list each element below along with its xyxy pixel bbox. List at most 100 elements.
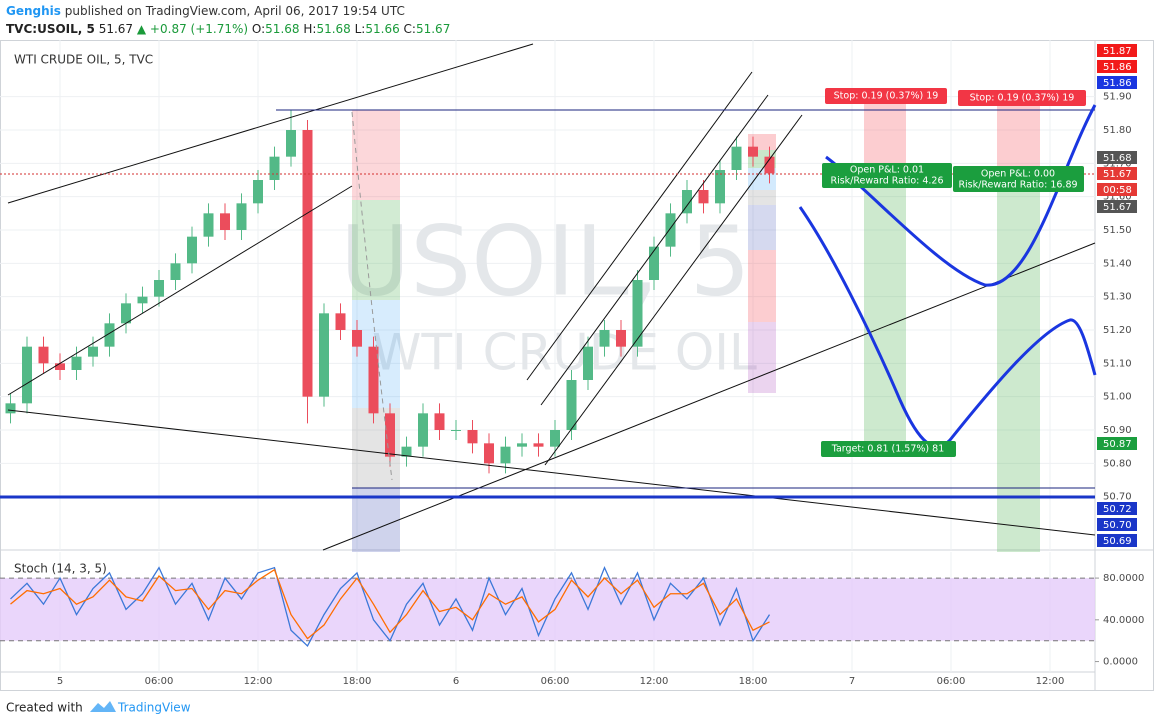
y-tick-label: 40.0000 [1103,615,1144,626]
pl-label [953,166,1084,192]
price-label: 51.87 [1103,46,1132,57]
candle-body [368,346,379,414]
candle-body [533,443,544,447]
price-label-bg [1097,183,1137,196]
y-tick-label: 80.0000 [1103,573,1144,584]
candle-body [104,323,115,347]
y-tick-label: 0.0000 [1103,657,1138,668]
rr-text: Risk/Reward Ratio: 16.89 [958,180,1077,191]
brand-link[interactable]: TradingView [117,701,191,715]
trend-line [7,185,353,396]
y-tick-label: 50.80 [1103,458,1132,469]
zone [748,134,776,150]
candle-body [484,443,494,464]
candle-body [550,430,560,447]
candle-body [401,446,412,457]
stoch-band [0,578,1095,641]
price-label-bg [1097,76,1137,89]
candle-body [236,203,247,230]
x-tick-label: 06:00 [937,676,966,687]
candle-body [187,236,197,264]
price-label-bg [1097,437,1137,450]
author[interactable]: Genghis [6,4,61,18]
stop-label [825,88,947,104]
zone [748,205,776,250]
quote-line: TVC:USOIL, 5 51.67 ▲ +0.87 (+1.71%) O:51… [6,22,450,36]
candle-body [154,280,164,297]
x-tick-label: 6 [453,676,459,687]
candle-body [748,146,758,157]
candle-body [335,313,346,330]
candle-body [517,443,527,447]
zone [352,488,400,552]
price-label: 51.68 [1103,153,1132,164]
target-label [821,441,956,457]
projection [351,111,393,481]
annotations: Stop: 0.19 (0.37%) 19 Stop: 0.19 (0.37%)… [821,88,1086,457]
published: published on TradingView.com, April 06, … [65,4,405,18]
y-tick-label: 51.10 [1103,358,1132,369]
candle-body [764,156,775,174]
candle-body [599,330,610,347]
projection-curve [798,206,1097,448]
candle-body [467,430,478,444]
stop-text: Stop: 0.19 (0.37%) 19 [970,93,1075,104]
y-tick-label: 51.90 [1103,92,1132,103]
price-label: 51.67 [1103,202,1132,213]
l: 51.66 [365,22,399,36]
y-tick-label: 51.00 [1103,392,1132,403]
candle-body [616,330,626,347]
candle-body [253,180,263,204]
channel-line [540,94,769,406]
x-tick-label: 12:00 [640,676,669,687]
price-label: 50.69 [1103,536,1132,547]
price-label-bg [1097,151,1137,164]
price-label: 51.86 [1103,62,1132,73]
candle-body [352,330,362,347]
candle-body [220,213,230,230]
countdown: 00:58 [1103,185,1132,196]
price-label-bg [1097,60,1137,73]
price-label-bg [1097,534,1137,547]
candle-body [451,430,461,431]
candle-body [566,380,577,430]
rr-text: Risk/Reward Ratio: 4.26 [830,176,943,187]
candle-body [5,403,16,414]
zone [748,322,776,393]
trend-line [7,43,534,204]
candle-body [88,346,98,357]
h-label: H: [303,22,316,36]
price-label-bg [1097,502,1137,515]
zone [748,190,776,205]
c-label: C: [404,22,416,36]
price-label: 51.86 [1103,78,1132,89]
price-label: 50.70 [1103,520,1132,531]
candle-body [698,190,709,204]
price-label: 50.72 [1103,504,1132,515]
watermark-symbol: USOIL, 5 [340,205,751,317]
pl-label [822,163,952,188]
candle-body [632,280,643,347]
trend-line [7,409,1096,536]
candle-body [38,346,49,364]
price-label-bg [1097,167,1137,180]
l-label: L: [355,22,366,36]
o: 51.68 [265,22,299,36]
candle-body [170,263,181,280]
header-line: Genghis published on TradingView.com, Ap… [6,4,405,18]
x-tick-label: 12:00 [1036,676,1065,687]
y-tick-label: 51.80 [1103,125,1132,136]
candle-body [137,296,148,304]
candle-body [649,246,659,280]
candle-body [319,313,329,397]
target-text: Target: 0.81 (1.57%) 81 [831,444,944,455]
candle-body [121,303,131,324]
candle-body [22,346,32,404]
price-label-bg [1097,518,1137,531]
last: 51.67 [99,22,133,36]
candle-body [500,446,511,464]
y-tick-label: 50.90 [1103,425,1132,436]
pl-text: Open P&L: 0.00 [981,169,1055,180]
x-tick-label: 5 [57,676,63,687]
